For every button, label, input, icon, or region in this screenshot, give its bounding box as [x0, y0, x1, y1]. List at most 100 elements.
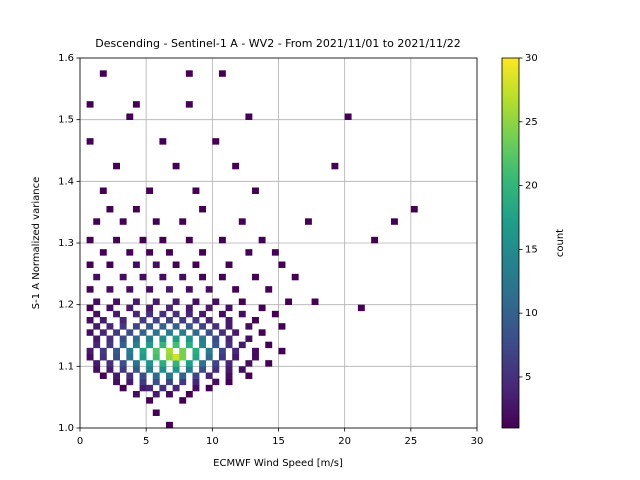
bin-cell: [199, 249, 207, 256]
bin-cell: [172, 162, 180, 170]
bin-cell: [172, 384, 180, 392]
bin-cell: [132, 366, 140, 373]
bin-cell: [152, 391, 160, 398]
bin-cell: [139, 354, 147, 361]
bin-cell: [166, 304, 173, 312]
bin-cell: [166, 391, 173, 398]
bin-cell: [126, 354, 134, 361]
bin-cell: [126, 304, 134, 312]
bin-cell: [212, 378, 220, 386]
bin-cell: [152, 409, 160, 416]
bin-cell: [99, 249, 107, 256]
bin-cell: [166, 329, 173, 336]
bin-cell: [119, 384, 127, 392]
bin-cell: [93, 310, 101, 318]
bin-cell: [166, 354, 173, 361]
x-tick-label: 0: [77, 436, 83, 447]
bin-cell: [146, 360, 154, 367]
bin-cell: [192, 372, 200, 379]
bin-cell: [106, 261, 114, 268]
bin-cell: [93, 335, 101, 342]
bin-cell: [166, 317, 173, 324]
bin-cell: [179, 218, 187, 225]
bin-cell: [159, 384, 167, 392]
bin-cell: [166, 249, 173, 256]
bin-cell: [271, 249, 279, 256]
bin-cell: [126, 378, 134, 386]
bin-cell: [159, 360, 167, 367]
bin-cell: [185, 304, 193, 312]
bin-cell: [99, 347, 107, 355]
bin-cell: [199, 206, 207, 213]
bin-cell: [166, 378, 173, 386]
colorbar: [501, 57, 520, 429]
bin-cell: [126, 329, 134, 336]
bin-cell: [113, 372, 120, 379]
bin-cell: [271, 310, 279, 318]
bin-cell: [218, 310, 226, 318]
bin-cell: [119, 218, 127, 225]
bin-cell: [232, 286, 240, 293]
bin-cell: [86, 347, 94, 355]
bin-cell: [185, 341, 193, 349]
bin-cell: [265, 341, 273, 349]
bin-cell: [172, 354, 180, 361]
bin-cell: [139, 384, 147, 392]
bin-cell: [218, 329, 226, 336]
bin-cell: [139, 317, 147, 324]
bin-cell: [199, 341, 207, 349]
bin-cell: [245, 372, 253, 379]
bin-cell: [106, 286, 114, 293]
bin-cell: [199, 366, 207, 373]
bin-cell: [212, 138, 220, 145]
bin-cell: [86, 286, 94, 293]
bin-cell: [199, 323, 207, 330]
bin-cell: [132, 341, 140, 349]
bin-cell: [119, 273, 127, 281]
bin-cell: [238, 341, 246, 349]
bin-cell: [265, 286, 273, 293]
bin-cell: [185, 391, 193, 398]
bin-cell: [152, 317, 160, 324]
bin-cell: [172, 360, 180, 367]
colorbar-tick-label: 20: [525, 181, 538, 192]
bin-cell: [159, 138, 167, 145]
bin-cell: [99, 70, 107, 77]
bin-cell: [159, 310, 167, 318]
bin-cell: [159, 335, 167, 342]
bin-cell: [99, 372, 107, 379]
bin-cell: [192, 261, 200, 268]
bin-cell: [252, 273, 259, 281]
x-tick-label: 15: [272, 436, 285, 447]
bin-cell: [106, 206, 114, 213]
bin-cell: [225, 335, 233, 342]
bin-cell: [245, 360, 253, 367]
bin-cell: [126, 249, 134, 256]
bin-cell: [232, 347, 240, 355]
bin-cell: [218, 273, 226, 281]
bin-cell: [93, 360, 101, 367]
bin-cell: [132, 391, 140, 398]
y-tick-label: 1.6: [58, 53, 74, 64]
bin-cell: [278, 347, 286, 355]
bin-cell: [212, 335, 220, 342]
bin-cell: [238, 310, 246, 318]
bin-cell: [232, 354, 240, 361]
bin-cell: [146, 304, 154, 312]
bin-cell: [185, 310, 193, 318]
bin-cell: [172, 366, 180, 373]
x-tick-label: 5: [143, 436, 149, 447]
bin-cell: [146, 249, 154, 256]
bin-cell: [86, 261, 94, 268]
bin-cell: [311, 298, 319, 305]
x-tick-label: 10: [206, 436, 219, 447]
bin-cell: [86, 354, 94, 361]
bin-cell: [146, 397, 154, 404]
bin-cell: [132, 101, 140, 108]
bin-cell: [146, 323, 154, 330]
bin-cell: [139, 273, 147, 281]
bin-cell: [225, 304, 233, 312]
x-tick-label: 30: [471, 436, 484, 447]
bin-cell: [205, 317, 213, 324]
bin-cell: [179, 347, 187, 355]
